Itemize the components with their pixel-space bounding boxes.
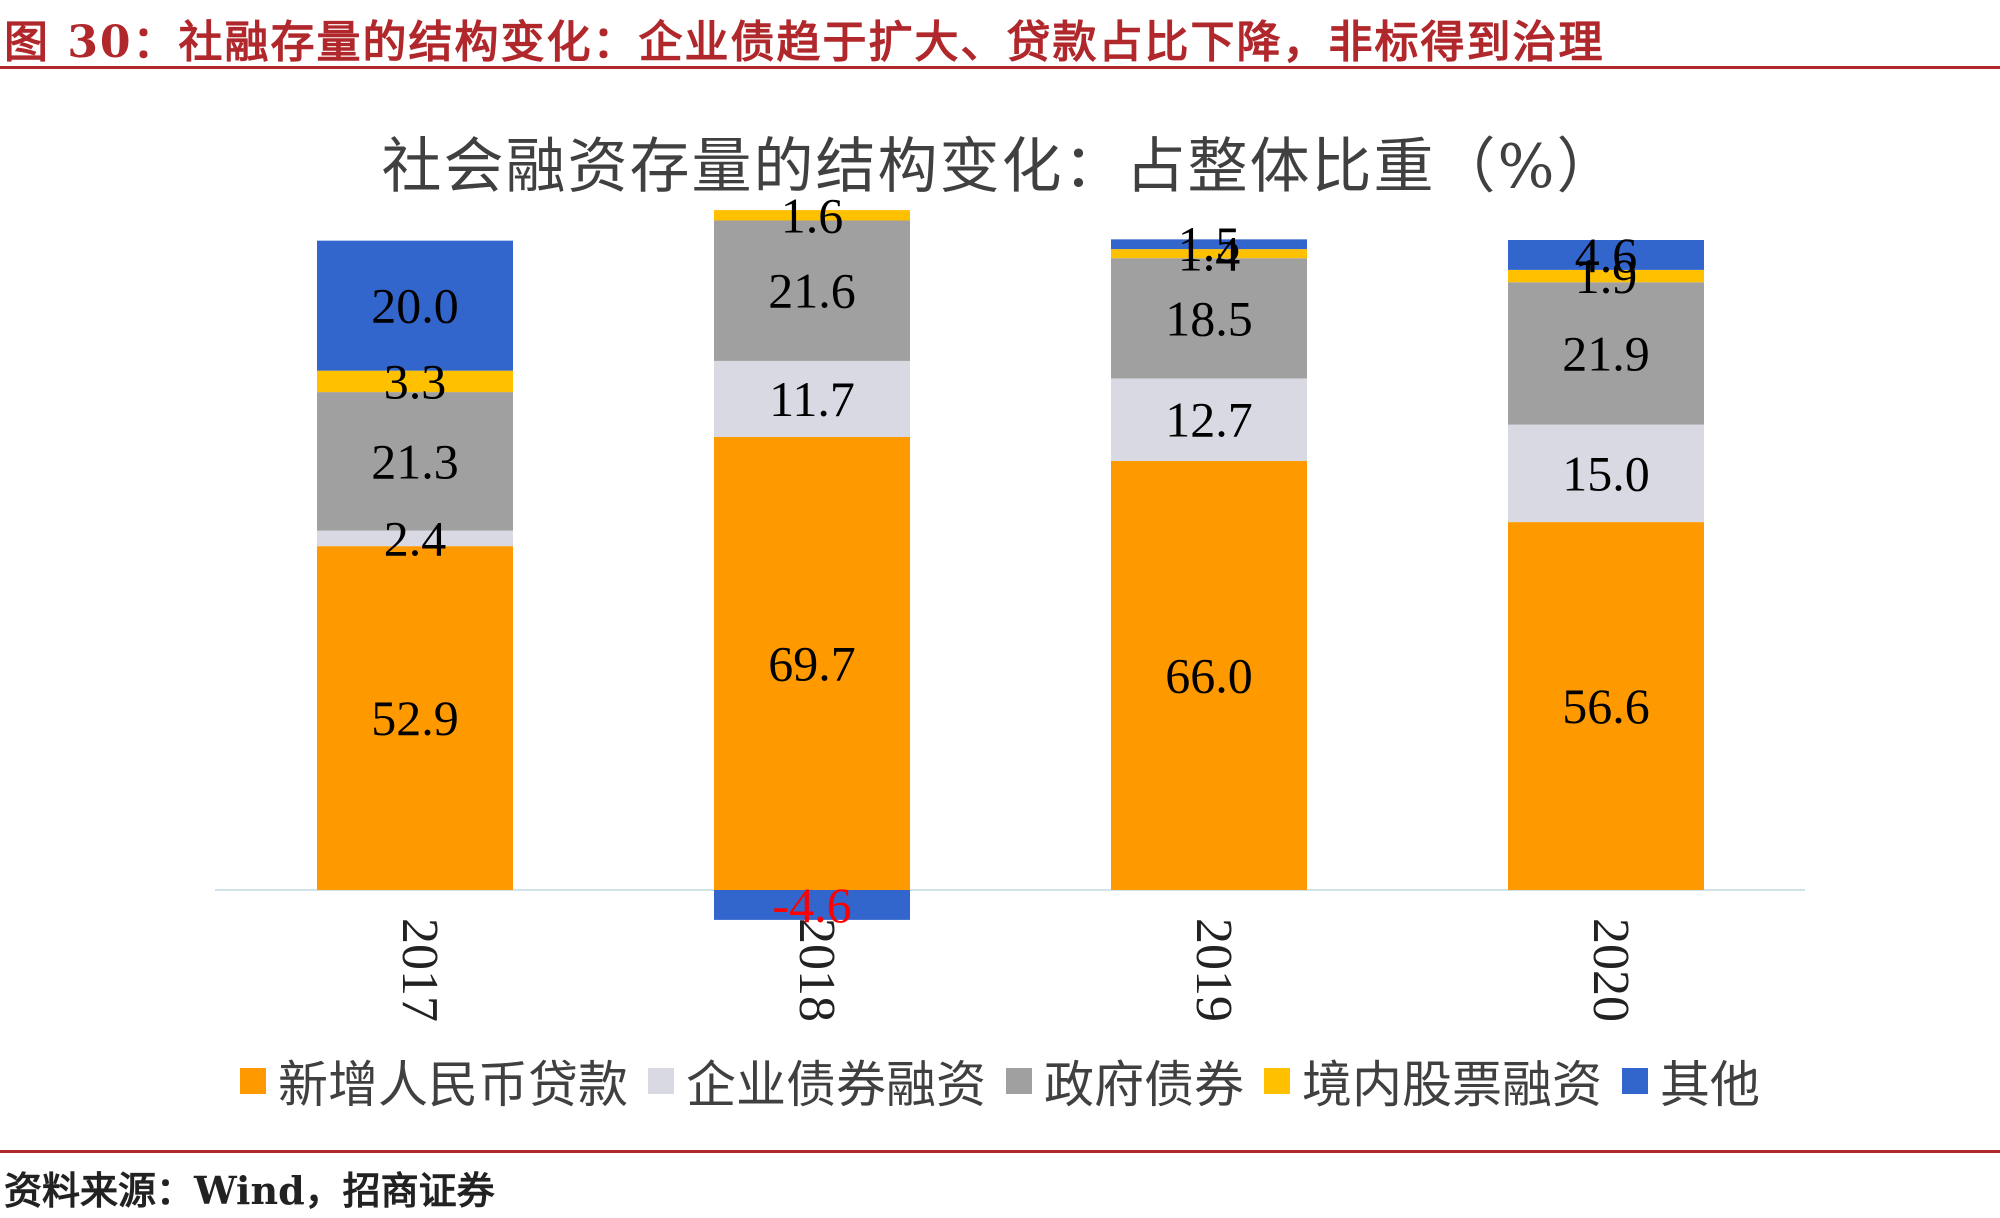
top-rule — [0, 66, 2000, 69]
bar-2017-series-3 — [317, 392, 513, 531]
data-label-2019-series-4: 1.4 — [1178, 226, 1241, 282]
bar-2018-series-5 — [714, 890, 910, 920]
chart-legend: 新增人民币贷款 企业债券融资 政府债券 境内股票融资 其他 — [0, 1045, 2000, 1117]
bar-2020-series-4 — [1508, 269, 1704, 283]
legend-swatch — [1264, 1068, 1290, 1094]
data-label-2020-series-3: 21.9 — [1562, 325, 1650, 381]
x-tick-label: 2020 — [1582, 918, 1639, 1022]
data-label-2020-series-1: 56.6 — [1562, 678, 1650, 734]
bar-2017-series-1 — [317, 546, 513, 890]
legend-label: 新增人民币贷款 — [278, 1056, 628, 1114]
data-label-2018-series-2: 11.7 — [769, 371, 855, 427]
x-tick-label: 2019 — [1185, 918, 1242, 1022]
bar-2017-series-4 — [317, 370, 513, 393]
bar-2017-series-2 — [317, 530, 513, 547]
legend-item-2: 企业债券融资 — [648, 1045, 986, 1117]
data-label-2017-series-1: 52.9 — [371, 690, 459, 746]
legend-label: 企业债券融资 — [686, 1056, 986, 1114]
bottom-rule — [0, 1150, 2000, 1153]
data-label-2018-series-1: 69.7 — [768, 635, 856, 691]
bar-2018-series-4 — [714, 210, 910, 221]
data-label-2019-series-3: 18.5 — [1165, 290, 1253, 346]
bar-2019-series-3 — [1111, 258, 1307, 379]
bar-2020-series-1 — [1508, 522, 1704, 890]
legend-swatch — [240, 1068, 266, 1094]
chart-title: 社会融资存量的结构变化：占整体比重（%） — [381, 132, 1619, 202]
legend-item-1: 新增人民币贷款 — [240, 1045, 628, 1117]
bar-2018-series-3 — [714, 220, 910, 361]
legend-swatch — [648, 1068, 674, 1094]
data-label-2020-series-2: 15.0 — [1562, 445, 1650, 501]
data-label-2019-series-5: 1.5 — [1178, 216, 1241, 272]
data-label-2018-series-4: 1.6 — [781, 187, 844, 243]
legend-item-5: 其他 — [1622, 1045, 1760, 1117]
bar-2019-series-4 — [1111, 249, 1307, 259]
figure-header: 图 30：社融存量的结构变化：企业债趋于扩大、贷款占比下降，非标得到治理 — [0, 0, 2000, 72]
data-label-2017-series-4: 3.3 — [384, 353, 447, 409]
x-tick-label: 2018 — [788, 918, 845, 1022]
bar-2019-series-1 — [1111, 461, 1307, 890]
bar-2019-series-5 — [1111, 239, 1307, 250]
legend-swatch — [1622, 1068, 1648, 1094]
data-label-2018-series-3: 21.6 — [768, 263, 856, 319]
legend-label: 政府债券 — [1044, 1056, 1244, 1114]
data-label-2020-series-5: 4.6 — [1575, 227, 1638, 283]
legend-item-4: 境内股票融资 — [1264, 1045, 1602, 1117]
legend-swatch — [1006, 1068, 1032, 1094]
bar-2020-series-5 — [1508, 240, 1704, 270]
bar-2018-series-1 — [714, 436, 910, 890]
figure-title: 图 30：社融存量的结构变化：企业债趋于扩大、贷款占比下降，非标得到治理 — [4, 17, 1605, 68]
x-tick-label: 2017 — [391, 918, 448, 1022]
legend-label: 境内股票融资 — [1302, 1056, 1602, 1114]
bar-2020-series-3 — [1508, 282, 1704, 425]
source-note: 资料来源：Wind，招商证券 — [4, 1168, 495, 1213]
bar-2019-series-2 — [1111, 378, 1307, 461]
data-label-2018-series-5: -4.6 — [772, 877, 851, 933]
data-label-2017-series-2: 2.4 — [384, 510, 447, 566]
bar-2018-series-2 — [714, 360, 910, 437]
bar-2017-series-5 — [317, 240, 513, 371]
legend-item-3: 政府债券 — [1006, 1045, 1244, 1117]
data-label-2019-series-1: 66.0 — [1165, 648, 1253, 704]
legend-label: 其他 — [1660, 1056, 1760, 1114]
data-label-2017-series-5: 20.0 — [371, 278, 459, 334]
data-label-2019-series-2: 12.7 — [1165, 392, 1253, 448]
data-label-2020-series-4: 1.9 — [1575, 248, 1638, 304]
data-label-2017-series-3: 21.3 — [371, 433, 459, 489]
bar-2020-series-2 — [1508, 424, 1704, 523]
